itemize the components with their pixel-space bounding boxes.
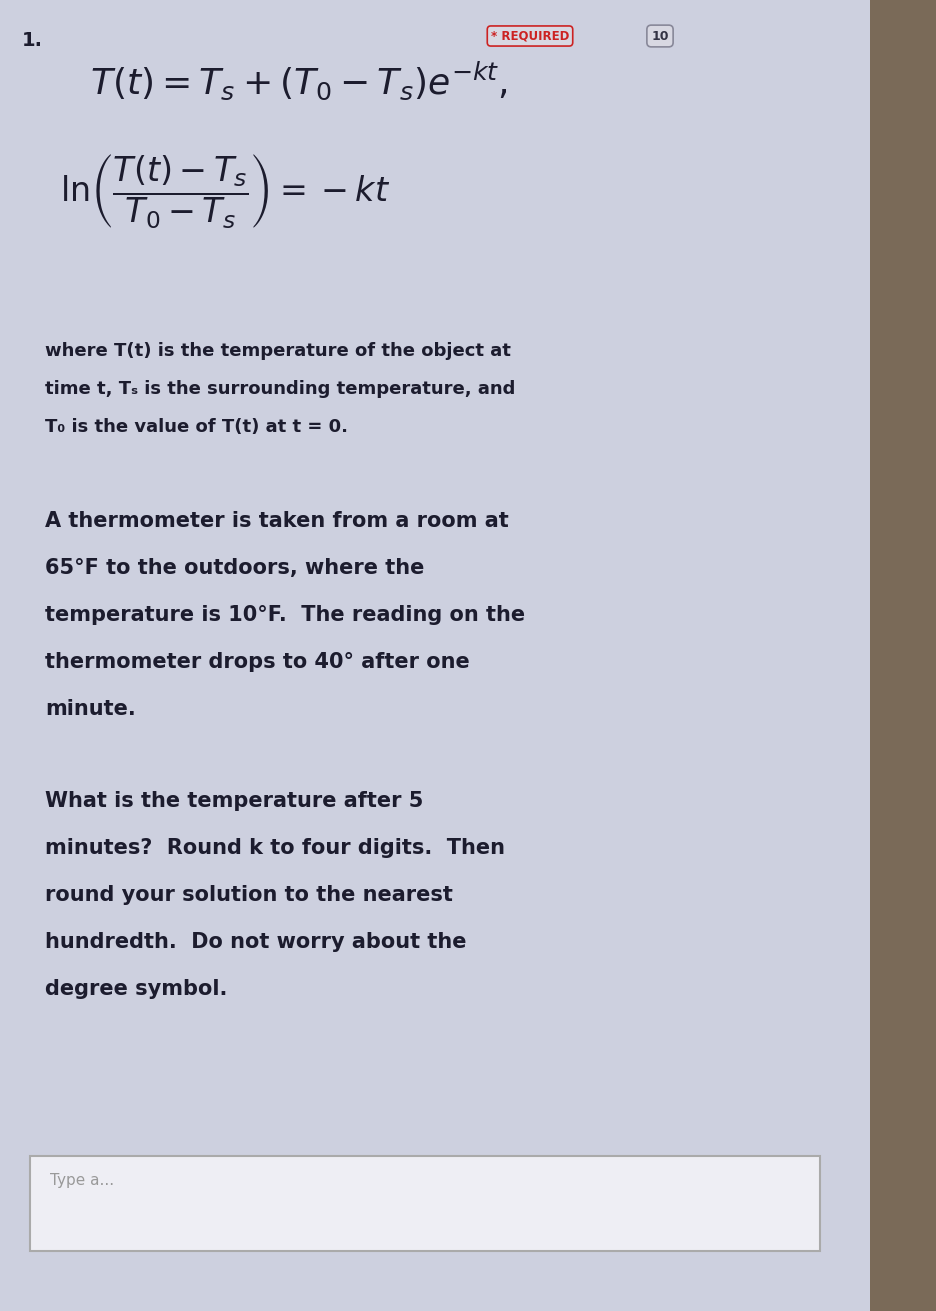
Text: temperature is 10°F.  The reading on the: temperature is 10°F. The reading on the bbox=[45, 604, 524, 625]
FancyBboxPatch shape bbox=[30, 1156, 819, 1251]
Text: minute.: minute. bbox=[45, 699, 136, 718]
Text: minutes?  Round k to four digits.  Then: minutes? Round k to four digits. Then bbox=[45, 838, 505, 857]
Text: thermometer drops to 40° after one: thermometer drops to 40° after one bbox=[45, 652, 469, 673]
Text: A thermometer is taken from a room at: A thermometer is taken from a room at bbox=[45, 511, 508, 531]
Text: 1.: 1. bbox=[22, 31, 43, 51]
Text: $\ln\!\left(\dfrac{T(t)-T_s}{T_0-T_s}\right) = -kt$: $\ln\!\left(\dfrac{T(t)-T_s}{T_0-T_s}\ri… bbox=[60, 152, 390, 229]
Bar bbox=[869, 0, 936, 1311]
Text: time t, Tₛ is the surrounding temperature, and: time t, Tₛ is the surrounding temperatur… bbox=[45, 380, 515, 399]
Text: hundredth.  Do not worry about the: hundredth. Do not worry about the bbox=[45, 932, 466, 952]
Text: T₀ is the value of T(t) at t = 0.: T₀ is the value of T(t) at t = 0. bbox=[45, 418, 347, 437]
Text: What is the temperature after 5: What is the temperature after 5 bbox=[45, 791, 423, 812]
Text: Type a...: Type a... bbox=[50, 1173, 114, 1189]
Text: round your solution to the nearest: round your solution to the nearest bbox=[45, 885, 452, 905]
Text: $T(t) = T_s + (T_0 - T_s)e^{-kt},$: $T(t) = T_s + (T_0 - T_s)e^{-kt},$ bbox=[90, 60, 507, 102]
Text: degree symbol.: degree symbol. bbox=[45, 979, 227, 999]
Text: * REQUIRED: * REQUIRED bbox=[490, 30, 568, 42]
Text: where T(t) is the temperature of the object at: where T(t) is the temperature of the obj… bbox=[45, 342, 510, 361]
Text: 65°F to the outdoors, where the: 65°F to the outdoors, where the bbox=[45, 558, 424, 578]
Text: 10: 10 bbox=[651, 30, 668, 42]
